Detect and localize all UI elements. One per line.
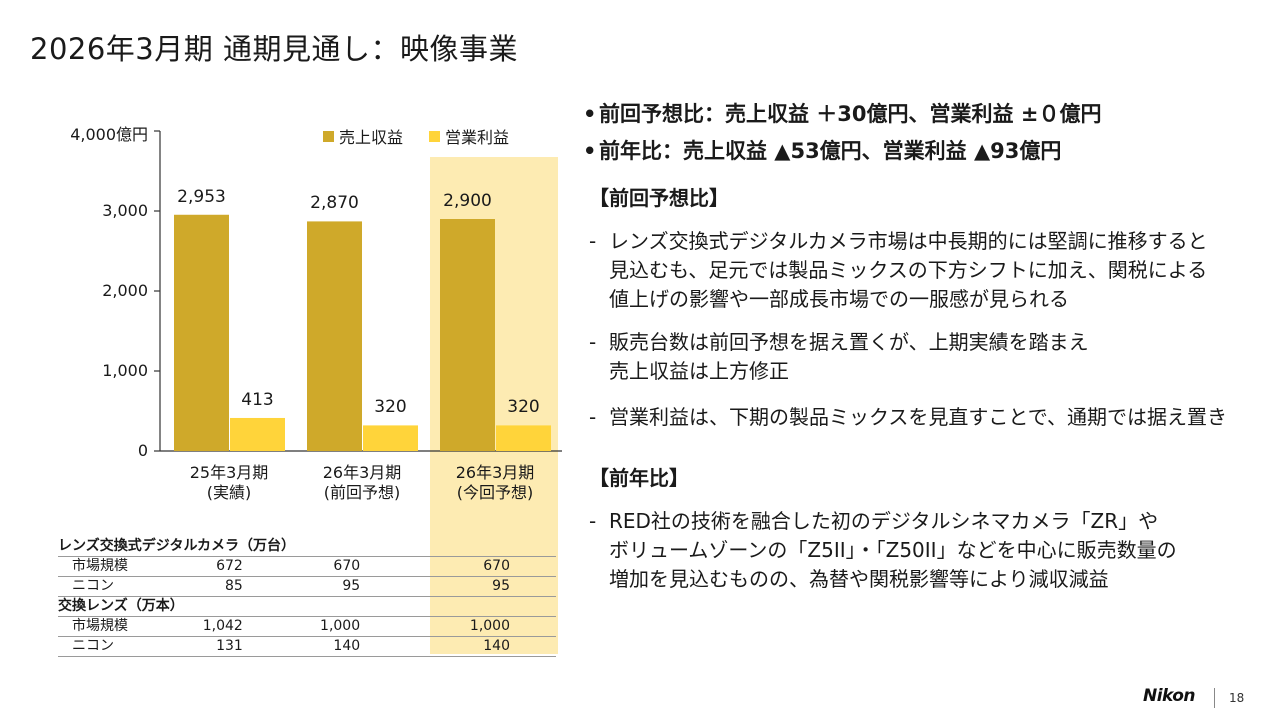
chart-legend: 売上収益 営業利益	[323, 124, 509, 148]
table-cell: 670	[360, 556, 556, 577]
page-number: 18	[1229, 691, 1245, 705]
legend-swatch-operating-profit	[429, 130, 441, 142]
units-table: レンズ交換式デジタルカメラ（万台） 市場規模 672 670 670 ニコン 8…	[58, 537, 556, 657]
list-item-text: 販売台数は前回予想を据え置くが、上期実績を踏まえ 売上収益は上方修正	[609, 328, 1089, 386]
section-title-vs-year: 【前年比】	[589, 466, 689, 490]
row-label: 市場規模	[58, 616, 171, 637]
table-cell: 1,042	[170, 616, 243, 637]
list-item-text: RED社の技術を融合した初のデジタルシネマカメラ「ZR」や ボリュームゾーンの「Z…	[609, 507, 1177, 594]
table-cell: 140	[360, 636, 556, 657]
bar-chart-svg	[154, 130, 562, 452]
bar-operating-profit	[496, 425, 551, 451]
data-label-operating-profit: 413	[241, 389, 274, 410]
bar-operating-profit	[363, 425, 418, 451]
text-line: RED社の技術を融合した初のデジタルシネマカメラ「ZR」や	[609, 509, 1159, 533]
bullet-text: 前回予想比：売上収益 ＋30億円、営業利益 ±０億円	[599, 102, 1102, 126]
table-cell: 140	[242, 636, 361, 657]
table-cell: 95	[360, 576, 556, 597]
dash-icon: -	[589, 509, 597, 533]
text-line: 販売台数は前回予想を据え置くが、上期実績を踏まえ	[609, 330, 1089, 354]
table-cell: 670	[242, 556, 361, 577]
dash-icon: -	[589, 229, 597, 253]
legend-swatch-revenue	[323, 130, 334, 142]
x-category-label: 26年3月期 (今回予想)	[430, 463, 560, 503]
list-item-text: 営業利益は、下期の製品ミックスを見直すことで、通期では据え置き	[609, 403, 1227, 432]
table-row: ニコン 85 95 95	[58, 576, 556, 597]
data-label-revenue: 2,870	[310, 193, 359, 214]
y-tick-label: 4,000億円	[70, 125, 148, 144]
y-tick-label: 2,000	[102, 281, 148, 300]
section-title: レンズ交換式デジタルカメラ（万台）	[58, 537, 556, 557]
footer-divider	[1214, 688, 1215, 708]
x-category-line2: (今回予想)	[456, 483, 534, 502]
text-line: 見込むも、足元では製品ミックスの下方シフトに加え、関税による	[609, 258, 1208, 282]
list-item-text: レンズ交換式デジタルカメラ市場は中長期的には堅調に推移すると 見込むも、足元では製…	[609, 227, 1208, 314]
table-row: 市場規模 672 670 670	[58, 556, 556, 577]
x-category-line1: 25年3月期	[189, 463, 269, 482]
summary-bullet-vs-previous-forecast: • 前回予想比：売上収益 ＋30億円、営業利益 ±０億円	[583, 98, 1101, 128]
y-tick-label: 1,000	[102, 361, 148, 380]
table-cell: 85	[170, 576, 243, 597]
bar-revenue	[307, 221, 362, 451]
text-line: 増加を見込むものの、為替や関税影響等により減収減益	[609, 567, 1109, 591]
row-label: ニコン	[58, 576, 171, 597]
summary-bullet-vs-previous-year: • 前年比：売上収益 ▲53億円、営業利益 ▲93億円	[583, 135, 1061, 165]
x-category-line1: 26年3月期	[455, 463, 535, 482]
table-section-header: レンズ交換式デジタルカメラ（万台）	[58, 537, 556, 557]
table-cell: 1,000	[360, 616, 556, 637]
dash-icon: -	[589, 330, 597, 354]
bar-revenue	[440, 219, 495, 451]
legend-item-operating-profit: 営業利益	[429, 124, 509, 148]
legend-label-revenue: 売上収益	[339, 128, 404, 147]
table-section-header: 交換レンズ（万本）	[58, 596, 556, 617]
table-cell: 95	[242, 576, 361, 597]
data-label-revenue: 2,900	[443, 191, 492, 211]
x-category-line1: 26年3月期	[322, 463, 402, 482]
bullet-dot-icon: •	[583, 139, 597, 163]
table-row: ニコン 131 140 140	[58, 636, 556, 657]
bar-revenue	[174, 214, 229, 451]
x-category-label: 26年3月期 (前回予想)	[297, 463, 427, 503]
bar-operating-profit	[230, 417, 285, 451]
data-label-revenue: 2,953	[177, 186, 226, 207]
table-cell: 1,000	[242, 616, 361, 637]
legend-label-operating-profit: 営業利益	[445, 128, 510, 147]
x-category-line2: (前回予想)	[323, 483, 401, 502]
x-category-label: 25年3月期 (実績)	[164, 463, 294, 503]
text-line: レンズ交換式デジタルカメラ市場は中長期的には堅調に推移すると	[609, 229, 1208, 253]
y-tick-label: 0	[137, 441, 148, 460]
bullet-dot-icon: •	[583, 102, 597, 126]
table-row: 市場規模 1,042 1,000 1,000	[58, 616, 556, 637]
row-label: 市場規模	[58, 556, 171, 577]
data-label-operating-profit: 320	[374, 397, 407, 418]
legend-item-revenue: 売上収益	[323, 124, 403, 148]
row-label: ニコン	[58, 636, 171, 657]
text-line: ボリュームゾーンの「Z5II」・「Z50II」などを中心に販売数量の	[609, 538, 1177, 562]
y-tick-label: 3,000	[102, 201, 148, 220]
text-line: 営業利益は、下期の製品ミックスを見直すことで、通期では据え置き	[609, 405, 1227, 429]
bar-chart	[0, 0, 580, 520]
page-title: 2026年3月期 通期見通し：映像事業	[30, 32, 518, 66]
bullet-text: 前年比：売上収益 ▲53億円、営業利益 ▲93億円	[599, 139, 1062, 163]
x-category-line2: (実績)	[206, 483, 252, 502]
section-title: 交換レンズ（万本）	[58, 596, 556, 617]
data-label-operating-profit: 320	[507, 397, 540, 418]
text-line: 値上げの影響や一部成長市場での一服感が見られる	[609, 287, 1069, 311]
table-cell: 131	[170, 636, 243, 657]
text-line: 売上収益は上方修正	[609, 359, 789, 383]
dash-icon: -	[589, 405, 597, 429]
nikon-logo: Nikon	[1143, 686, 1196, 706]
section-title-vs-forecast: 【前回予想比】	[589, 186, 729, 210]
table-cell: 672	[170, 556, 243, 577]
